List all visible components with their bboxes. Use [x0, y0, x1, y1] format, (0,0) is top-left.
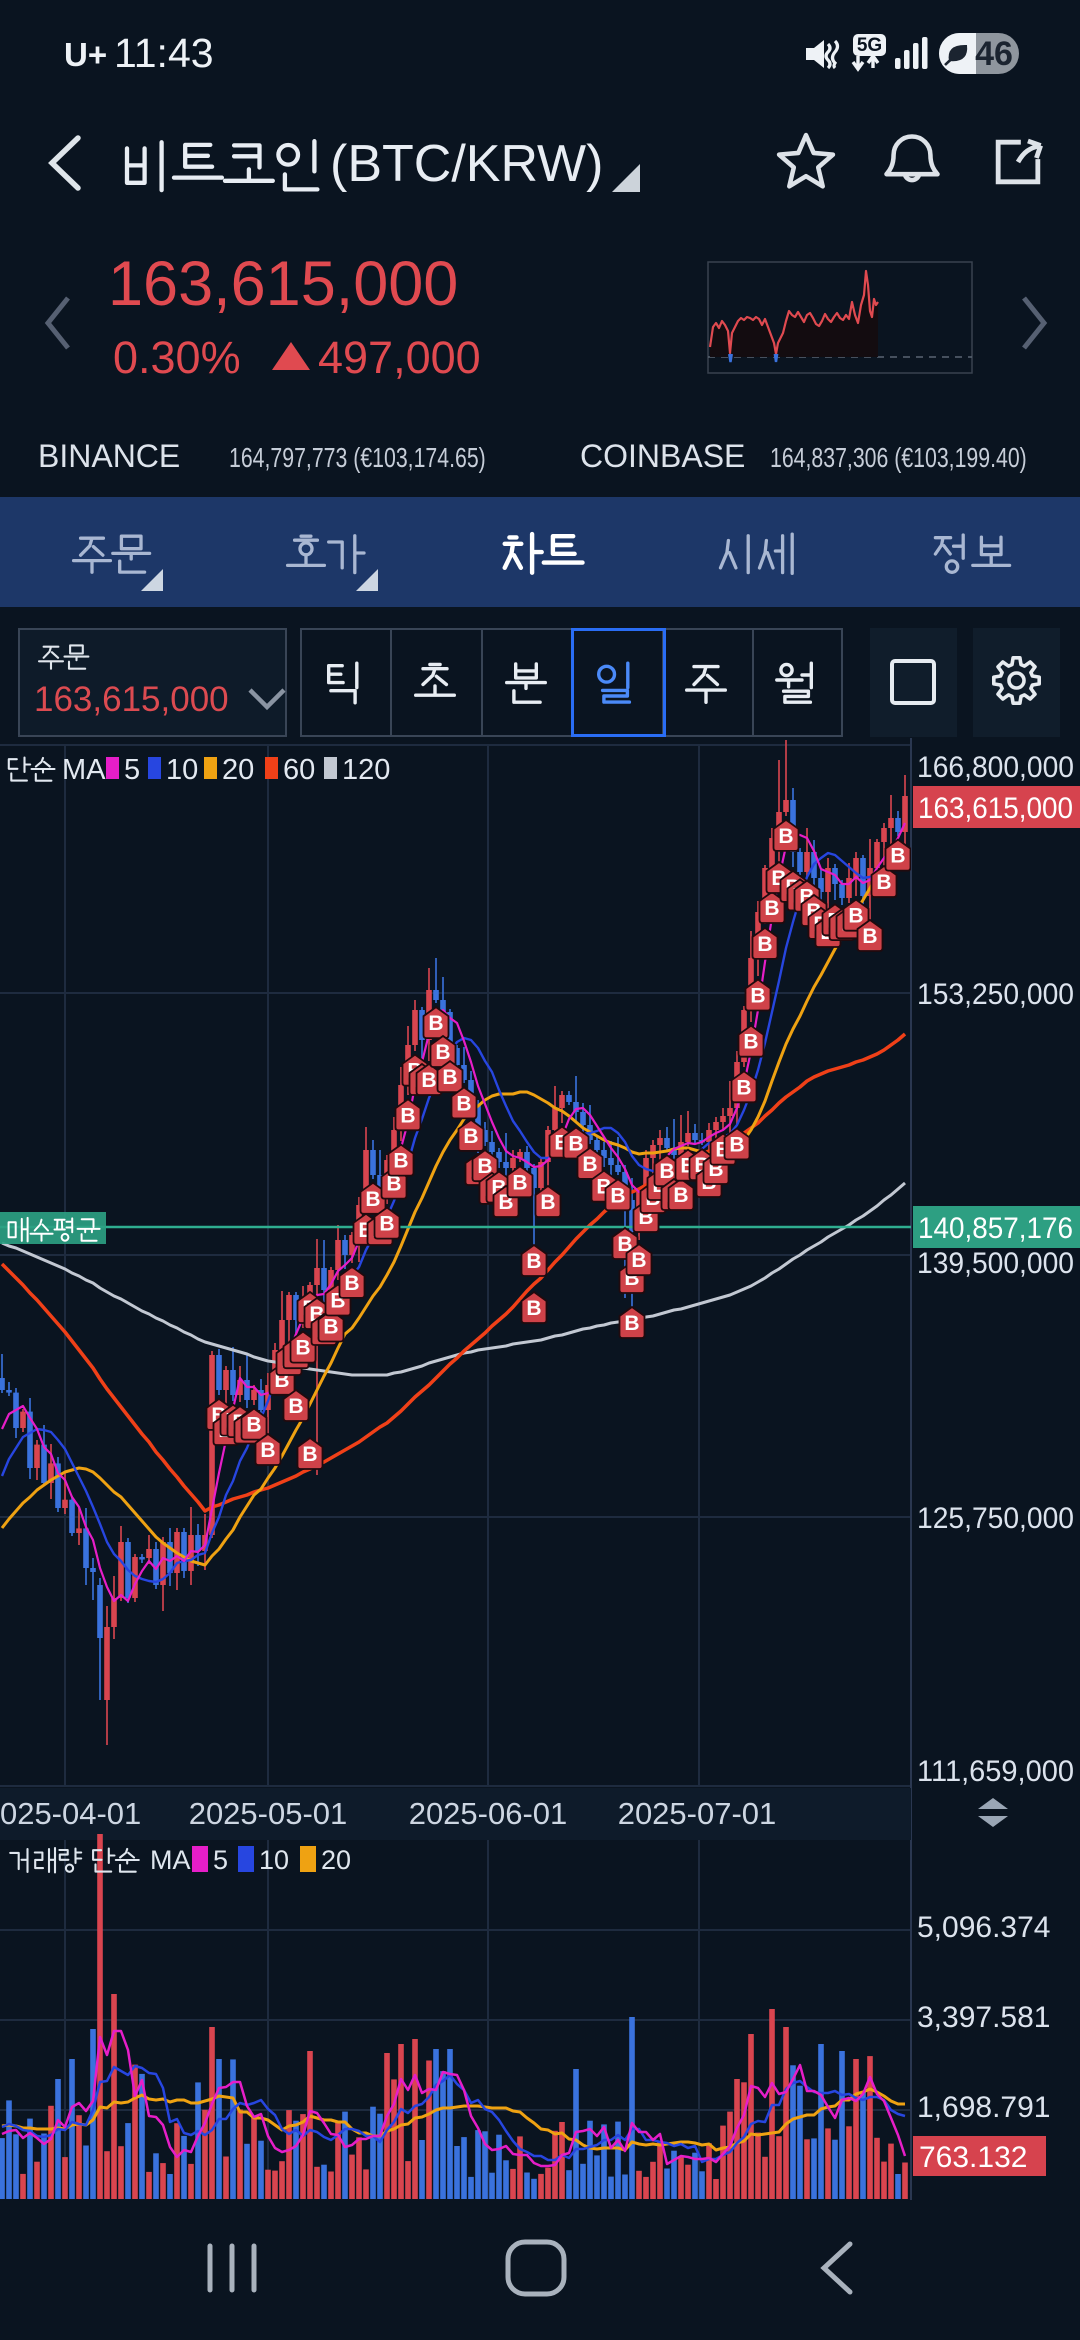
svg-text:5,096.374: 5,096.374 — [917, 1911, 1050, 1944]
svg-text:B: B — [526, 1250, 541, 1273]
svg-text:B: B — [393, 1150, 408, 1173]
svg-text:B: B — [421, 1069, 436, 1092]
svg-text:B: B — [302, 1443, 317, 1466]
svg-text:166,800,000: 166,800,000 — [917, 751, 1074, 784]
svg-text:1,698.791: 1,698.791 — [917, 2091, 1050, 2124]
svg-text:B: B — [890, 845, 905, 868]
svg-text:B: B — [246, 1414, 261, 1437]
svg-text:B: B — [365, 1188, 380, 1211]
svg-text:B: B — [624, 1312, 639, 1335]
svg-text:763.132: 763.132 — [919, 2141, 1027, 2174]
svg-text:B: B — [876, 871, 891, 894]
svg-text:B: B — [526, 1297, 541, 1320]
svg-text:120: 120 — [342, 754, 390, 786]
svg-text:5: 5 — [124, 754, 140, 786]
svg-text:B: B — [386, 1173, 401, 1196]
svg-text:MA: MA — [150, 1845, 191, 1875]
svg-text:B: B — [295, 1337, 310, 1360]
svg-text:B: B — [435, 1041, 450, 1064]
svg-text:2025-05-01: 2025-05-01 — [189, 1796, 348, 1831]
svg-text:B: B — [729, 1133, 744, 1156]
svg-text:3,397.581: 3,397.581 — [917, 2001, 1050, 2034]
svg-text:153,250,000: 153,250,000 — [917, 978, 1074, 1011]
svg-text:B: B — [379, 1213, 394, 1236]
svg-text:5: 5 — [213, 1845, 228, 1875]
svg-text:B: B — [659, 1160, 674, 1183]
svg-text:2025-06-01: 2025-06-01 — [409, 1796, 568, 1831]
svg-text:B: B — [540, 1191, 555, 1214]
svg-text:B: B — [582, 1153, 597, 1176]
svg-text:B: B — [400, 1104, 415, 1127]
svg-text:10: 10 — [166, 754, 198, 786]
svg-text:46: 46 — [975, 35, 1013, 73]
svg-text:B: B — [344, 1272, 359, 1295]
svg-text:B: B — [764, 897, 779, 920]
svg-text:139,500,000: 139,500,000 — [917, 1247, 1074, 1280]
svg-text:B: B — [288, 1395, 303, 1418]
svg-text:140,857,176: 140,857,176 — [918, 1212, 1073, 1245]
svg-text:B: B — [456, 1092, 471, 1115]
svg-text:MA: MA — [62, 754, 106, 786]
svg-text:125,750,000: 125,750,000 — [917, 1502, 1074, 1535]
svg-text:B: B — [428, 1012, 443, 1035]
svg-text:111,659,000: 111,659,000 — [917, 1755, 1074, 1788]
svg-text:B: B — [323, 1316, 338, 1339]
svg-text:B: B — [673, 1184, 688, 1207]
svg-text:B: B — [568, 1133, 583, 1156]
svg-text:B: B — [463, 1125, 478, 1148]
svg-text:B: B — [610, 1184, 625, 1207]
svg-text:60: 60 — [283, 754, 315, 786]
svg-text:B: B — [442, 1066, 457, 1089]
svg-text:B: B — [757, 933, 772, 956]
svg-text:B: B — [750, 985, 765, 1008]
svg-text:B: B — [477, 1155, 492, 1178]
svg-text:2025-04-01: 2025-04-01 — [0, 1796, 141, 1831]
svg-text:163,615,000: 163,615,000 — [918, 792, 1073, 825]
svg-text:5G: 5G — [857, 35, 882, 56]
svg-text:B: B — [617, 1233, 632, 1256]
svg-text:B: B — [848, 905, 863, 928]
svg-text:10: 10 — [259, 1845, 289, 1875]
svg-text:B: B — [512, 1171, 527, 1194]
svg-text:2025-07-01: 2025-07-01 — [618, 1796, 777, 1831]
svg-text:20: 20 — [321, 1845, 351, 1875]
svg-text:B: B — [743, 1031, 758, 1054]
svg-text:B: B — [862, 925, 877, 948]
svg-text:20: 20 — [222, 754, 254, 786]
svg-text:B: B — [631, 1249, 646, 1272]
svg-text:B: B — [736, 1076, 751, 1099]
svg-text:B: B — [778, 825, 793, 848]
svg-text:B: B — [260, 1439, 275, 1462]
